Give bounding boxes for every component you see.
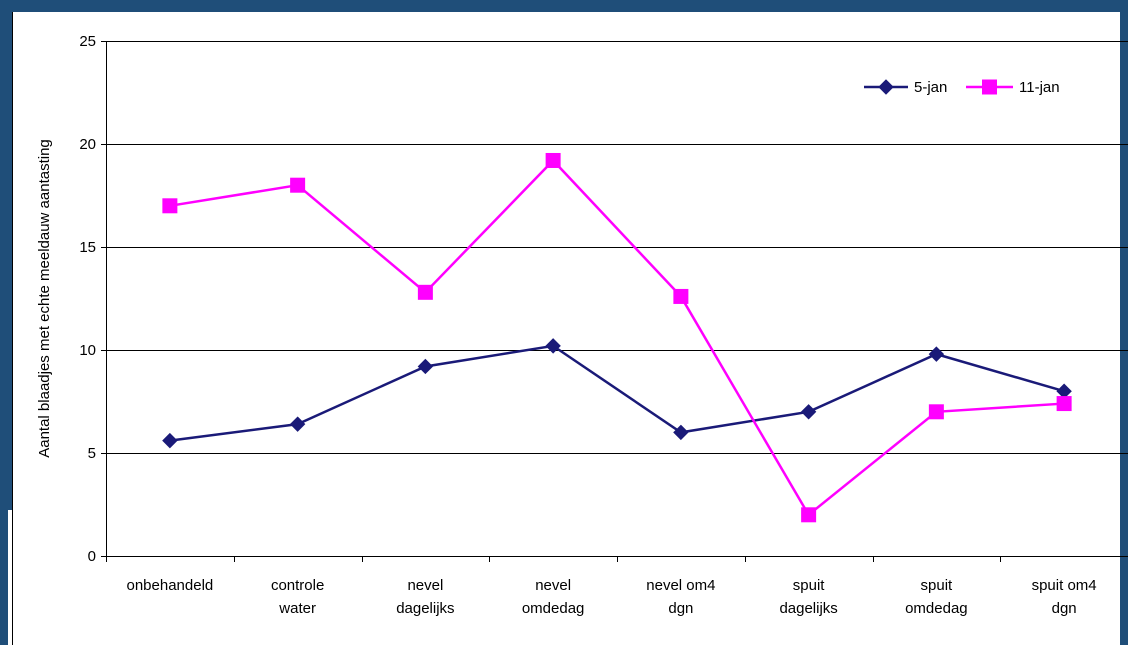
- chart-area: [12, 12, 1120, 645]
- data-point-diamond: [928, 346, 945, 362]
- x-tick-label: nevel dagelijks: [396, 577, 454, 617]
- x-tick-label: spuit dagelijks: [779, 577, 837, 617]
- data-point-diamond: [800, 404, 817, 420]
- frame-left-lower: [0, 510, 8, 645]
- x-tick-labels: onbehandeld controle water nevel dagelijks ne…: [126, 577, 1096, 617]
- data-point-square: [1056, 396, 1072, 412]
- series-line: [169, 158, 1065, 517]
- data-point-square: [673, 288, 689, 304]
- series-5-jan: [162, 338, 1072, 449]
- legend-marker: [878, 79, 894, 95]
- legend-label: 11-jan: [1019, 79, 1060, 96]
- x-tick-label: nevel omdedag: [522, 577, 585, 617]
- data-point-diamond: [162, 432, 178, 449]
- y-tick-label: 5: [88, 445, 96, 462]
- series-group: [162, 152, 1072, 523]
- y-tick-label: 0: [88, 548, 96, 565]
- series-line: [169, 344, 1065, 442]
- data-point-square: [928, 404, 944, 420]
- data-point-diamond: [289, 416, 306, 432]
- series-11-jan: [162, 152, 1072, 523]
- x-tick-label: spuit om4 dgn: [1032, 577, 1097, 617]
- data-point-square: [801, 507, 817, 523]
- y-tick-label: 20: [79, 136, 96, 153]
- frame-right: [1120, 0, 1128, 645]
- legend-item: 5-jan: [864, 79, 947, 96]
- x-tick-label: onbehandeld: [126, 577, 213, 594]
- legend-item: 11-jan: [966, 79, 1060, 96]
- y-tick-labels: 0 5 10 15 20 25: [79, 33, 96, 565]
- data-point-diamond: [673, 424, 689, 441]
- legend: 5-jan 11-jan: [864, 79, 1060, 96]
- x-tick-label: nevel om4 dgn: [646, 577, 715, 617]
- frame-left: [0, 0, 12, 510]
- x-tick-label: spuit omdedag: [905, 577, 968, 617]
- y-tick-label: 10: [79, 342, 96, 359]
- y-tick-label: 25: [79, 33, 96, 50]
- gridlines: [106, 41, 1128, 454]
- data-point-square: [162, 198, 178, 214]
- data-point-square: [290, 177, 306, 193]
- frame-top: [0, 0, 1128, 12]
- data-point-square: [545, 152, 561, 168]
- legend-label: 5-jan: [914, 79, 947, 96]
- y-axis-label: Aantal blaadjes met echte meeldauw aanta…: [36, 139, 53, 458]
- y-tick-label: 15: [79, 239, 96, 256]
- data-point-diamond: [417, 358, 434, 375]
- data-point-square: [417, 284, 433, 300]
- x-tick-label: controle water: [271, 577, 324, 617]
- data-point-diamond: [545, 338, 561, 354]
- legend-marker: [982, 79, 997, 95]
- axes: [101, 41, 1128, 562]
